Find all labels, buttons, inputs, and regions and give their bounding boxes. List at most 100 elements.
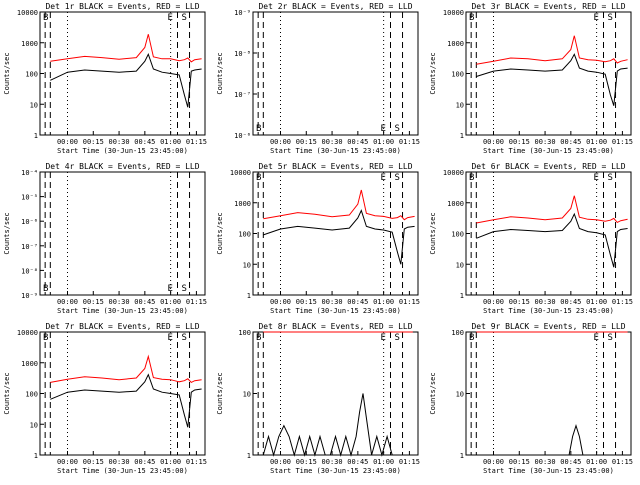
y-axis-label: Counts/sec bbox=[429, 372, 437, 414]
marker-e-label: E bbox=[594, 13, 599, 23]
marker-e-label: E bbox=[168, 333, 173, 343]
x-tick-label: 00:30 bbox=[535, 458, 556, 466]
marker-s-label: S bbox=[182, 13, 187, 23]
marker-e-label: E bbox=[594, 333, 599, 343]
x-tick-label: 00:30 bbox=[109, 458, 130, 466]
y-tick-label: 1000 bbox=[21, 40, 38, 48]
y-axis-label: Counts/sec bbox=[216, 52, 224, 94]
chart-panel-1: Det 1r BLACK = Events, RED = LLD 1 10 100 10… bbox=[0, 0, 213, 165]
chart-title: Det 8r BLACK = Events, RED = LLD bbox=[258, 322, 412, 331]
x-tick-label: 00:00 bbox=[270, 298, 291, 306]
chart-title: Det 3r BLACK = Events, RED = LLD bbox=[471, 2, 625, 11]
x-tick-label: 00:15 bbox=[83, 458, 104, 466]
chart-title: Det 1r BLACK = Events, RED = LLD bbox=[45, 2, 199, 11]
x-tick-label: 00:45 bbox=[347, 298, 368, 306]
y-tick-label: 100 bbox=[238, 329, 251, 337]
y-tick-label: 100 bbox=[25, 391, 38, 399]
x-tick-label: 01:15 bbox=[612, 138, 633, 146]
y-tick-label: 1 bbox=[247, 452, 251, 460]
lld-series-line bbox=[476, 195, 628, 224]
x-tick-label: 01:00 bbox=[160, 298, 181, 306]
chart-panel-2: Det 2r BLACK = Events, RED = LLD 10⁻⁶ 10⁻⁷… bbox=[213, 0, 426, 165]
y-axis-label: Counts/sec bbox=[216, 372, 224, 414]
x-axis-label: Start Time (30-Jun-15 23:45:00) bbox=[57, 147, 188, 155]
chart-svg: Det 7r BLACK = Events, RED = LLD 1 10 100 10… bbox=[3, 322, 207, 475]
y-tick-label: 10⁻⁹ bbox=[21, 292, 38, 300]
x-tick-label: 01:00 bbox=[586, 458, 607, 466]
marker-s-label: S bbox=[608, 173, 613, 183]
lld-series-line bbox=[263, 189, 415, 221]
x-tick-label: 00:15 bbox=[83, 138, 104, 146]
marker-s-label: S bbox=[608, 13, 613, 23]
x-axis-label: Start Time (30-Jun-15 23:45:00) bbox=[483, 307, 614, 315]
y-tick-label: 1000 bbox=[234, 200, 251, 208]
x-tick-label: 00:00 bbox=[57, 458, 78, 466]
y-tick-label: 10⁻⁴ bbox=[21, 169, 38, 177]
x-axis-label: Start Time (30-Jun-15 23:45:00) bbox=[270, 147, 401, 155]
y-axis-label: Counts/sec bbox=[429, 212, 437, 254]
plot-frame bbox=[39, 171, 206, 296]
x-tick-label: 00:45 bbox=[560, 138, 581, 146]
x-tick-label: 01:00 bbox=[586, 298, 607, 306]
events-series-line bbox=[476, 53, 628, 106]
x-axis-label: Start Time (30-Jun-15 23:45:00) bbox=[270, 467, 401, 475]
chart-svg: Det 5r BLACK = Events, RED = LLD 1 10 100 10… bbox=[216, 162, 420, 315]
chart-svg: Det 9r BLACK = Events, RED = LLD 1 10 100 Co… bbox=[429, 322, 633, 475]
y-tick-label: 100 bbox=[451, 231, 464, 239]
plot-frame bbox=[252, 171, 419, 296]
chart-panel-8: Det 8r BLACK = Events, RED = LLD 1 10 100 Co… bbox=[213, 320, 426, 485]
marker-b-label: B bbox=[43, 13, 48, 23]
y-tick-label: 10000 bbox=[17, 9, 38, 17]
y-tick-label: 1 bbox=[34, 452, 38, 460]
x-tick-label: 01:00 bbox=[373, 298, 394, 306]
y-axis-label: Counts/sec bbox=[3, 372, 11, 414]
x-tick-label: 00:45 bbox=[134, 138, 155, 146]
y-tick-label: 10 bbox=[456, 261, 464, 269]
y-axis-label: Counts/sec bbox=[216, 212, 224, 254]
x-tick-label: 00:45 bbox=[134, 298, 155, 306]
marker-e-label: E bbox=[381, 173, 386, 183]
marker-e-label: E bbox=[594, 173, 599, 183]
y-tick-label: 100 bbox=[451, 329, 464, 337]
marker-b-label: B bbox=[256, 333, 261, 343]
lld-series-line bbox=[476, 35, 628, 65]
y-tick-label: 10000 bbox=[443, 169, 464, 177]
y-tick-label: 10⁻⁹ bbox=[234, 9, 251, 17]
plot-frame bbox=[465, 11, 632, 136]
x-tick-label: 00:45 bbox=[134, 458, 155, 466]
y-tick-label: 10000 bbox=[230, 169, 251, 177]
marker-b-label: B bbox=[256, 124, 261, 134]
x-tick-label: 00:30 bbox=[535, 138, 556, 146]
x-tick-label: 00:30 bbox=[109, 298, 130, 306]
marker-b-label: B bbox=[469, 173, 474, 183]
x-tick-label: 00:00 bbox=[57, 298, 78, 306]
x-tick-label: 01:15 bbox=[399, 298, 420, 306]
x-tick-label: 00:00 bbox=[483, 138, 504, 146]
x-tick-label: 00:00 bbox=[270, 138, 291, 146]
marker-e-label: E bbox=[381, 333, 386, 343]
y-tick-label: 10⁻⁸ bbox=[21, 267, 38, 275]
x-tick-label: 00:30 bbox=[322, 458, 343, 466]
x-tick-label: 01:00 bbox=[160, 458, 181, 466]
x-tick-label: 00:00 bbox=[270, 458, 291, 466]
chart-panel-4: Det 4r BLACK = Events, RED = LLD 10⁻⁹ 10⁻⁸… bbox=[0, 160, 213, 325]
y-axis-label: Counts/sec bbox=[3, 212, 11, 254]
y-tick-label: 1 bbox=[460, 132, 464, 140]
x-tick-label: 01:15 bbox=[612, 458, 633, 466]
x-tick-label: 00:30 bbox=[109, 138, 130, 146]
chart-title: Det 5r BLACK = Events, RED = LLD bbox=[258, 162, 412, 171]
y-tick-label: 10⁻⁷ bbox=[21, 243, 38, 251]
y-tick-label: 10⁻⁸ bbox=[234, 50, 251, 58]
x-axis-label: Start Time (30-Jun-15 23:45:00) bbox=[270, 307, 401, 315]
y-tick-label: 10⁻⁵ bbox=[21, 194, 38, 202]
y-tick-label: 10⁻⁷ bbox=[234, 91, 251, 99]
lld-series-line bbox=[50, 34, 202, 63]
y-tick-label: 10 bbox=[30, 101, 38, 109]
x-tick-label: 00:30 bbox=[322, 298, 343, 306]
marker-s-label: S bbox=[395, 173, 400, 183]
x-tick-label: 01:15 bbox=[612, 298, 633, 306]
marker-s-label: S bbox=[182, 333, 187, 343]
chart-panel-7: Det 7r BLACK = Events, RED = LLD 1 10 100 10… bbox=[0, 320, 213, 485]
plot-frame bbox=[252, 11, 419, 136]
x-tick-label: 01:15 bbox=[186, 458, 207, 466]
